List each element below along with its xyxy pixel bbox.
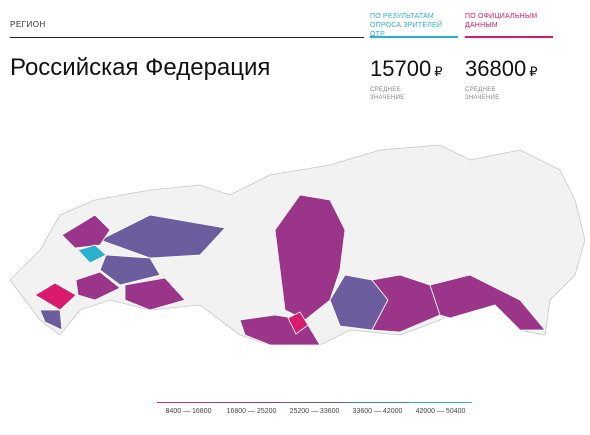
- stat-column: ПО РЕЗУЛЬТАТАМ ОПРОСА ЗРИТЕЛЕЙ ОТР 15700 ₽…: [370, 12, 458, 102]
- region: [34, 282, 77, 311]
- value-caption: СРЕДНЕЕ ЗНАЧЕНИЕ: [370, 86, 405, 101]
- region: [124, 277, 186, 311]
- region-label: РЕГИОН: [10, 20, 46, 29]
- column-rule: [370, 36, 458, 38]
- region: [429, 274, 546, 331]
- value-caption: СРЕДНЕЕ ЗНАЧЕНИЕ: [465, 86, 500, 101]
- column-heading: ПО РЕЗУЛЬТАТАМ ОПРОСА ЗРИТЕЛЕЙ ОТР: [370, 13, 443, 38]
- legend-item: 25200 — 33600: [283, 402, 346, 415]
- currency: ₽: [529, 63, 538, 79]
- legend-item: 42000 — 50400: [409, 402, 472, 415]
- region-name: Российская Федерация: [10, 54, 271, 81]
- region: [287, 311, 309, 335]
- currency: ₽: [434, 63, 443, 79]
- region: [274, 194, 346, 321]
- value-number: 15700: [370, 55, 432, 81]
- region: [75, 271, 121, 301]
- region: [39, 309, 63, 331]
- regions: [34, 194, 546, 346]
- region: [61, 214, 111, 249]
- value-number: 36800: [465, 55, 527, 81]
- stat-value: 15700 ₽: [370, 56, 458, 82]
- stat-column: ПО ОФИЦИАЛЬНЫМ ДАННЫМ 36800 ₽ СРЕДНЕЕ ЗНАЧЕ…: [465, 12, 553, 102]
- legend-item: 33600 — 42000: [346, 402, 409, 415]
- map: [9, 144, 586, 346]
- region: [371, 274, 441, 333]
- region: [99, 254, 161, 286]
- legend-item: 16800 — 25200: [220, 402, 283, 415]
- stat-value: 36800 ₽: [465, 56, 553, 82]
- divider: [10, 37, 364, 38]
- column-heading: ПО ОФИЦИАЛЬНЫМ ДАННЫМ: [465, 13, 538, 29]
- region: [98, 214, 226, 259]
- column-rule: [465, 36, 553, 38]
- legend: 8400 — 16800 16800 — 25200 25200 — 33600 33…: [157, 402, 472, 415]
- legend-item: 8400 — 16800: [157, 402, 220, 415]
